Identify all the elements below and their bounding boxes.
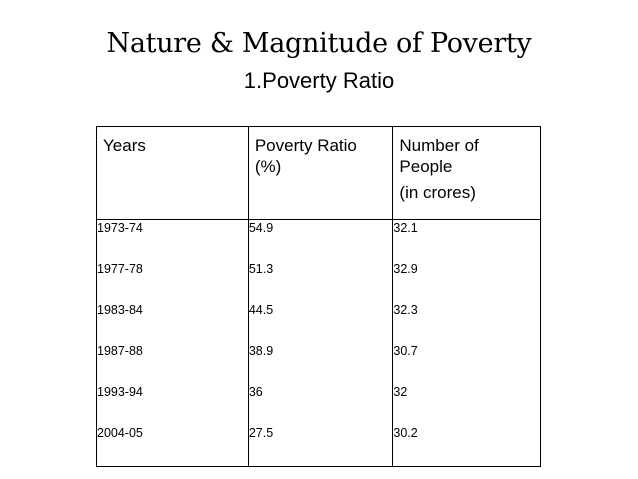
header-people-line3: (in crores) <box>399 182 476 202</box>
header-ratio-line2: (%) <box>254 157 282 177</box>
header-people-line1: Number of <box>399 136 479 155</box>
people-cell: 32.9 <box>393 262 418 276</box>
poverty-ratio-column: 54.9 51.3 44.5 38.9 36 27.5 <box>247 219 394 467</box>
ratio-cell: 36 <box>248 385 263 399</box>
year-cell: 1973-74 <box>97 221 143 235</box>
people-cell: 30.2 <box>393 426 418 440</box>
year-cell: 2004-05 <box>97 426 143 440</box>
people-cell: 32 <box>393 385 408 399</box>
header-people-line2: People <box>399 157 453 177</box>
people-cell: 30.7 <box>393 344 418 358</box>
ratio-cell: 54.9 <box>248 221 274 235</box>
number-of-people-column: 32.1 32.9 32.3 30.7 32 30.2 <box>392 219 541 467</box>
header-years-label: Years <box>103 136 146 155</box>
years-column: 1973-74 1977-78 1983-84 1987-88 1993-94 … <box>96 219 249 467</box>
year-cell: 1977-78 <box>97 262 143 276</box>
year-cell: 1987-88 <box>97 344 143 358</box>
ratio-cell: 27.5 <box>248 426 274 440</box>
people-cell: 32.1 <box>393 221 418 235</box>
slide-subtitle: 1.Poverty Ratio <box>243 68 395 93</box>
year-cell: 1993-94 <box>97 385 143 399</box>
header-number-of-people: Number of People (in crores) <box>392 126 541 220</box>
header-years: Years <box>96 126 249 220</box>
table-body-row: 1973-74 1977-78 1983-84 1987-88 1993-94 … <box>96 219 541 467</box>
ratio-cell: 51.3 <box>248 262 274 276</box>
people-cell: 32.3 <box>393 303 418 317</box>
ratio-cell: 44.5 <box>248 303 274 317</box>
ratio-cell: 38.9 <box>248 344 274 358</box>
slide-title: Nature & Magnitude of Poverty <box>106 28 532 59</box>
year-cell: 1983-84 <box>97 303 143 317</box>
poverty-table: Years Poverty Ratio (%) Number of People… <box>96 126 541 467</box>
table-header-row: Years Poverty Ratio (%) Number of People… <box>96 126 541 220</box>
header-poverty-ratio: Poverty Ratio (%) <box>247 126 394 220</box>
header-ratio-line1: Poverty Ratio <box>254 136 357 155</box>
